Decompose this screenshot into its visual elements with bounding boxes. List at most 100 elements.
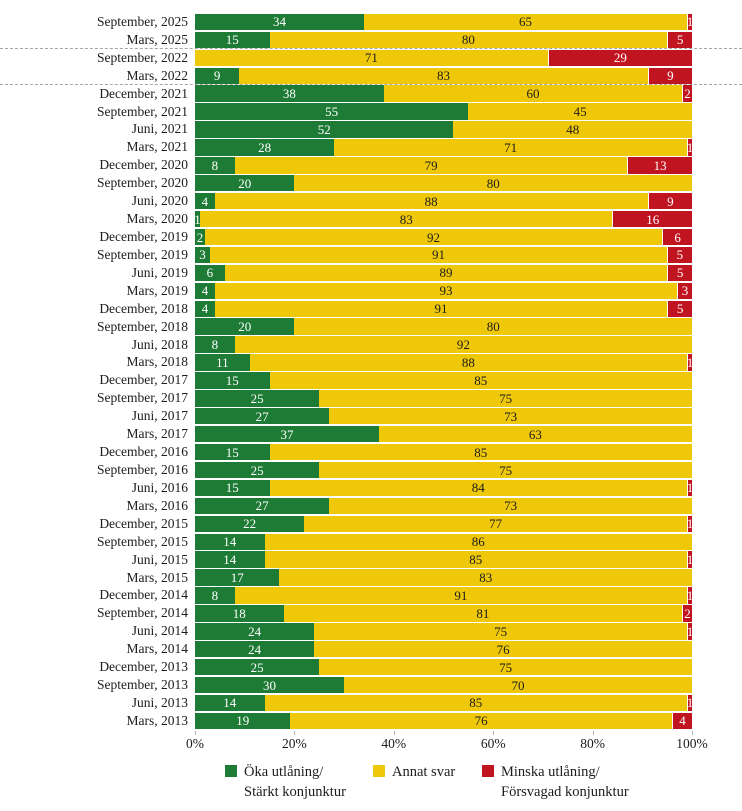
category-label: Juni, 2020	[131, 193, 188, 209]
chart-rows: September, 2025 34 65 1 Mars, 2025 15 80 5 Septe…	[0, 13, 742, 730]
category-label: December, 2015	[99, 515, 188, 531]
bar-segment-annat: 60	[383, 85, 683, 102]
chart-row: Juni, 2015 14 85 1	[0, 551, 742, 569]
bar-segment-minska: 2	[682, 605, 692, 622]
bar-track: 30 70	[195, 676, 692, 694]
category-label: December, 2018	[99, 300, 188, 316]
segment-value-label: 60	[526, 86, 540, 102]
segment-value-label: 18	[232, 605, 246, 621]
segment-value-label: 2	[684, 605, 691, 621]
segment-value-label: 84	[471, 480, 485, 496]
legend-label-annat: Annat svar	[392, 762, 455, 782]
chart-row: December, 2015 22 77 1	[0, 515, 742, 533]
bar-segment-oka: 15	[195, 372, 270, 389]
segment-value-label: 1	[686, 695, 694, 711]
bar-track: 8 92	[195, 336, 692, 353]
x-axis-tick-label: 40%	[381, 735, 407, 751]
category-label: September, 2014	[97, 605, 188, 621]
segment-value-label: 76	[496, 641, 510, 657]
bar-segment-oka: 3	[195, 246, 211, 264]
category-label: September, 2020	[97, 175, 188, 191]
category-label: September, 2017	[97, 390, 188, 406]
bar-segment-annat: 91	[210, 246, 667, 264]
bar-segment-oka: 22	[195, 515, 305, 532]
x-axis-tick	[393, 730, 395, 735]
bar-segment-oka: 9	[195, 67, 240, 84]
bar-track: 19 76 4	[195, 712, 692, 730]
segment-value-label: 20	[238, 319, 252, 335]
segment-value-label: 1	[686, 516, 694, 532]
segment-value-label: 2	[196, 229, 204, 245]
segment-value-label: 91	[434, 301, 448, 317]
segment-value-label: 9	[667, 68, 674, 84]
bar-segment-annat: 83	[279, 569, 692, 586]
bar-track: 15 84 1	[195, 479, 693, 497]
chart-row: Juni, 2017 27 73	[0, 407, 742, 425]
segment-value-label: 85	[469, 695, 483, 711]
bar-track: 15 80 5	[195, 31, 692, 49]
segment-value-label: 1	[686, 587, 694, 603]
bar-track: 3 91 5	[195, 246, 692, 264]
chart-row: Juni, 2016 15 84 1	[0, 479, 742, 497]
bar-segment-oka: 25	[195, 461, 320, 479]
bar-segment-annat: 85	[269, 372, 692, 389]
bar-track: 52 48	[195, 121, 692, 138]
category-label: December, 2021	[99, 85, 188, 101]
bar-segment-annat: 88	[249, 354, 688, 371]
segment-value-label: 91	[454, 587, 468, 603]
chart-row: September, 2013 30 70	[0, 676, 742, 694]
bar-segment-oka: 38	[195, 85, 384, 102]
category-label: December, 2014	[99, 587, 188, 603]
segment-value-label: 28	[258, 139, 272, 155]
segment-value-label: 9	[667, 193, 674, 209]
segment-value-label: 29	[613, 50, 627, 66]
x-axis: 0% 20% 40% 60% 80% 100%	[186, 730, 708, 758]
bar-segment-oka: 27	[195, 497, 330, 515]
bar-segment-annat: 70	[344, 676, 692, 694]
segment-value-label: 1	[194, 211, 201, 227]
bar-segment-annat: 83	[239, 67, 648, 84]
segment-value-label: 83	[399, 211, 413, 227]
segment-value-label: 5	[676, 265, 684, 281]
category-label: December, 2017	[99, 372, 188, 388]
bar-track: 18 81 2	[195, 605, 692, 622]
chart-row: December, 2021 38 60 2	[0, 85, 742, 103]
bar-segment-annat: 77	[304, 515, 688, 532]
x-axis-tick	[493, 730, 495, 735]
bar-track: 15 85	[195, 372, 692, 389]
chart-row: Juni, 2018 8 92	[0, 336, 742, 354]
bar-segment-minska: 1	[687, 623, 693, 640]
chart-row: September, 2025 34 65 1	[0, 13, 742, 31]
segment-value-label: 11	[216, 354, 229, 370]
x-axis-tick-label: 100%	[676, 735, 708, 751]
segment-value-label: 83	[436, 68, 450, 84]
category-label: September, 2022	[97, 49, 188, 65]
segment-value-label: 71	[364, 50, 378, 66]
bar-track: 34 65 1	[195, 13, 693, 31]
segment-value-label: 86	[471, 534, 485, 550]
bar-track: 27 73	[195, 408, 692, 425]
segment-value-label: 25	[250, 390, 264, 406]
legend-label-oka: Öka utlåning/ Stärkt konjunktur	[244, 762, 346, 803]
category-label: Mars, 2019	[126, 282, 189, 298]
bar-segment-minska: 1	[687, 139, 693, 156]
segment-value-label: 5	[676, 301, 684, 317]
category-label: Mars, 2015	[126, 569, 189, 585]
segment-value-label: 1	[686, 552, 694, 568]
bar-segment-minska: 1	[686, 694, 694, 712]
bar-segment-oka: 8	[195, 587, 235, 604]
segment-value-label: 8	[211, 337, 219, 353]
segment-value-label: 85	[474, 372, 488, 388]
bar-segment-annat: 89	[224, 264, 668, 282]
segment-value-label: 3	[199, 247, 206, 263]
category-label: December, 2016	[99, 444, 188, 460]
segment-value-label: 4	[201, 301, 209, 317]
bar-segment-minska: 1	[686, 587, 694, 604]
bar-track: 24 76	[195, 641, 692, 658]
segment-value-label: 5	[676, 247, 684, 263]
chart-row: September, 2020 20 80	[0, 174, 742, 192]
chart-row: Mars, 2022 9 83 9	[0, 67, 742, 85]
legend-swatch-green	[225, 765, 237, 777]
chart-row: December, 2019 2 92 6	[0, 228, 742, 246]
segment-value-label: 76	[474, 713, 488, 729]
